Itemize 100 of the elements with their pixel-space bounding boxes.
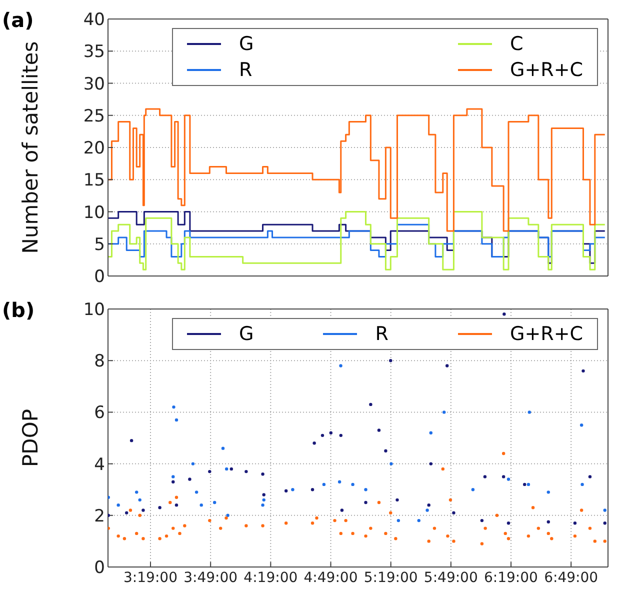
point: [284, 489, 288, 492]
y-tick-label: 2: [94, 506, 105, 526]
point: [291, 488, 294, 492]
point: [261, 524, 264, 528]
x-tick-label: 4:49:00: [304, 570, 358, 586]
point: [225, 467, 228, 471]
point: [158, 506, 162, 510]
point: [351, 532, 354, 536]
point: [230, 467, 234, 471]
point: [526, 482, 530, 486]
point: [212, 500, 216, 504]
y-axis-title: Number of satellites: [18, 41, 42, 254]
point: [504, 532, 507, 536]
y-tick-label: 0: [94, 558, 105, 578]
point: [603, 540, 606, 543]
point: [369, 526, 372, 530]
point: [593, 540, 596, 543]
point: [446, 364, 449, 368]
point: [495, 514, 499, 517]
point: [441, 467, 444, 471]
point: [172, 480, 175, 484]
point: [340, 508, 344, 512]
point: [138, 514, 142, 517]
legend-label: C: [510, 33, 524, 55]
point: [364, 534, 368, 538]
point: [480, 542, 484, 546]
point: [389, 359, 392, 362]
point: [188, 478, 192, 481]
point: [471, 488, 475, 492]
point: [588, 475, 592, 478]
point: [339, 364, 342, 368]
point: [221, 446, 225, 450]
point: [262, 493, 266, 496]
point: [172, 475, 175, 478]
point: [172, 405, 176, 409]
point: [312, 442, 316, 445]
point: [218, 526, 222, 530]
point: [164, 534, 168, 538]
point: [427, 540, 430, 543]
point: [390, 462, 393, 466]
point: [580, 482, 584, 486]
point: [550, 537, 554, 540]
point: [588, 526, 592, 530]
point: [226, 514, 230, 517]
point: [208, 518, 212, 522]
legend-label: R: [239, 59, 252, 81]
legend-label: G+R+C: [510, 59, 583, 81]
point: [310, 488, 314, 492]
x-tick-label: 4:19:00: [244, 570, 298, 586]
point: [429, 431, 432, 434]
y-tick-label: 20: [83, 138, 105, 159]
point: [573, 522, 577, 525]
point: [364, 488, 368, 492]
legend-label: G: [239, 33, 254, 55]
point: [526, 534, 530, 538]
x-tick-label: 6:49:00: [544, 570, 598, 586]
point: [172, 526, 175, 530]
point: [125, 511, 128, 514]
point: [528, 410, 532, 414]
y-tick-label: 15: [83, 170, 105, 191]
x-tick-label: 5:19:00: [364, 570, 418, 586]
point: [351, 482, 354, 486]
point: [546, 520, 550, 524]
point: [603, 522, 606, 525]
point: [396, 498, 399, 502]
point: [452, 540, 456, 543]
point: [284, 522, 288, 525]
point: [315, 516, 318, 520]
point: [502, 475, 506, 478]
point: [364, 500, 368, 504]
point: [536, 526, 540, 530]
point: [377, 428, 381, 432]
y-tick-label: 10: [83, 202, 105, 223]
point: [174, 496, 178, 499]
point: [506, 478, 510, 481]
point: [432, 526, 436, 530]
point: [417, 518, 420, 522]
point: [448, 498, 452, 502]
point: [224, 516, 228, 520]
point: [329, 431, 333, 434]
point: [244, 470, 248, 474]
point: [338, 480, 342, 484]
point: [116, 534, 120, 538]
point: [191, 462, 195, 466]
point: [122, 537, 126, 540]
point: [208, 470, 212, 474]
point: [442, 410, 446, 414]
point: [178, 532, 182, 536]
legend-label: R: [375, 323, 388, 345]
point: [480, 518, 484, 522]
y-tick-label: 10: [83, 300, 105, 320]
point: [168, 500, 172, 504]
y-tick-label: 25: [83, 106, 105, 126]
point: [580, 424, 584, 427]
point: [523, 482, 526, 486]
point: [506, 537, 510, 540]
point: [116, 503, 120, 507]
point: [384, 449, 388, 452]
point: [262, 498, 266, 502]
point: [531, 506, 535, 510]
